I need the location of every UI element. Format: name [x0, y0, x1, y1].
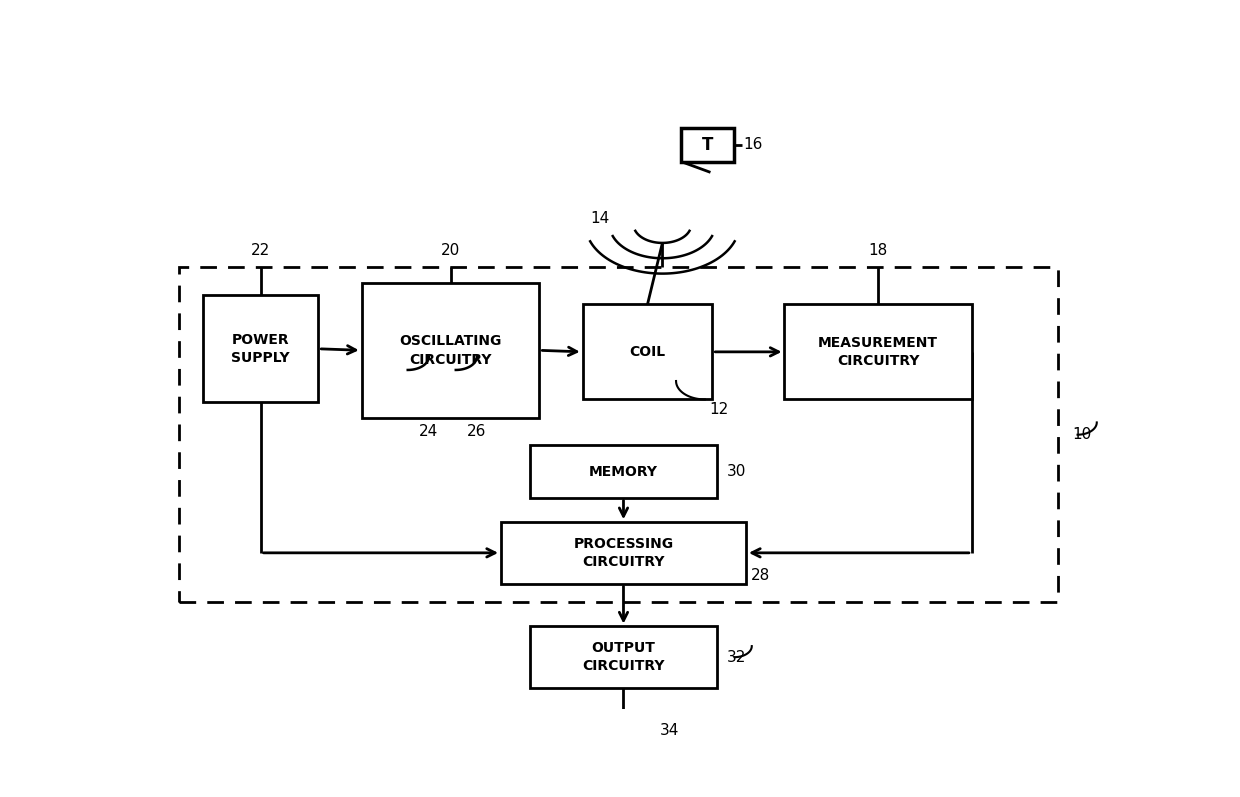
Text: 24: 24 [419, 424, 439, 439]
FancyBboxPatch shape [529, 626, 717, 688]
Text: 28: 28 [751, 568, 770, 583]
Text: 34: 34 [660, 724, 680, 738]
Text: POWER
SUPPLY: POWER SUPPLY [232, 332, 290, 365]
FancyBboxPatch shape [583, 304, 712, 399]
FancyBboxPatch shape [681, 128, 734, 162]
Text: 22: 22 [250, 243, 270, 258]
Text: PROCESSING
CIRCUITRY: PROCESSING CIRCUITRY [573, 536, 673, 569]
Text: OSCILLATING
CIRCUITRY: OSCILLATING CIRCUITRY [399, 334, 502, 367]
Text: 26: 26 [467, 424, 486, 439]
FancyBboxPatch shape [362, 283, 539, 418]
FancyBboxPatch shape [529, 446, 717, 497]
FancyBboxPatch shape [203, 295, 319, 402]
Text: T: T [702, 135, 713, 154]
FancyBboxPatch shape [501, 522, 746, 583]
Text: OUTPUT
CIRCUITRY: OUTPUT CIRCUITRY [583, 641, 665, 673]
Text: 32: 32 [727, 650, 746, 665]
Text: 14: 14 [590, 211, 610, 226]
Text: 16: 16 [744, 137, 763, 152]
Text: 30: 30 [727, 464, 746, 479]
FancyBboxPatch shape [785, 304, 972, 399]
Text: MEMORY: MEMORY [589, 465, 658, 478]
Text: 10: 10 [1073, 427, 1092, 442]
Text: MEASUREMENT
CIRCUITRY: MEASUREMENT CIRCUITRY [818, 336, 939, 368]
Text: 18: 18 [868, 243, 888, 258]
Text: 20: 20 [441, 243, 460, 258]
Text: 12: 12 [709, 402, 729, 418]
Text: COIL: COIL [630, 345, 666, 359]
